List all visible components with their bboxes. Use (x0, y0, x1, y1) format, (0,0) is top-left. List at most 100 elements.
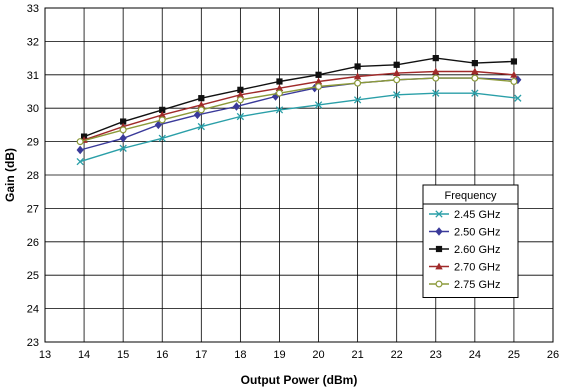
y-tick-label: 24 (27, 304, 39, 316)
data-point (314, 101, 323, 109)
data-point (393, 61, 400, 68)
y-tick-label: 27 (27, 203, 39, 215)
series-line (80, 77, 518, 151)
x-tick-label: 23 (430, 349, 442, 361)
data-point (315, 71, 322, 78)
data-point (354, 79, 362, 87)
legend-items: 2.45 GHz 2.50 GHz 2.60 GHz 2.70 GHz 2.75 GHz (429, 209, 500, 291)
y-tick-label: 29 (27, 137, 39, 149)
y-tick-label: 23 (27, 337, 39, 349)
data-point (119, 144, 127, 152)
legend-label: 2.50 GHz (454, 227, 500, 239)
data-point (514, 94, 522, 102)
x-tick-label: 24 (469, 349, 481, 361)
x-tick-label: 18 (234, 349, 246, 361)
series-5 (76, 74, 518, 146)
y-tick-label: 26 (27, 237, 39, 249)
data-point (193, 110, 201, 120)
tick-labels: 23 24 25 26 27 28 29 30 31 32 33 13 14 15 16 17 18 19 20 21… (27, 3, 559, 361)
data-point (432, 54, 439, 62)
data-point (471, 60, 478, 67)
series-line (83, 70, 514, 141)
data-point (275, 89, 283, 97)
data-point (354, 63, 361, 70)
data-point (119, 126, 127, 134)
data-point (471, 67, 479, 75)
x-tick-label: 15 (117, 349, 129, 361)
data-point (158, 134, 166, 142)
data-point (432, 67, 440, 75)
x-tick-label: 16 (156, 349, 168, 361)
data-point (432, 74, 440, 82)
x-tick-label: 14 (78, 349, 90, 361)
data-point (393, 91, 401, 99)
y-tick-label: 28 (27, 170, 39, 182)
y-tick-label: 33 (27, 3, 39, 15)
legend-item: 2.70 GHz (429, 262, 500, 274)
x-tick-label: 19 (273, 349, 285, 361)
x-tick-label: 20 (312, 349, 324, 361)
data-point (510, 58, 518, 65)
series-layer (76, 54, 522, 166)
data-point (276, 78, 283, 85)
plot-frame (44, 7, 554, 343)
series-line (79, 92, 518, 163)
series-1 (76, 89, 522, 166)
y-tick-label: 25 (27, 270, 39, 282)
x-tick-label: 21 (351, 349, 363, 361)
legend-label: 2.75 GHz (454, 279, 500, 291)
x-tick-label: 13 (39, 349, 51, 361)
legend-swatch-marker (435, 245, 443, 253)
y-tick-label: 31 (27, 70, 39, 82)
data-point (76, 138, 84, 146)
series-line (80, 77, 514, 143)
x-tick-label: 22 (391, 349, 403, 361)
x-axis-title: Output Power (dBm) (241, 373, 358, 387)
x-tick-label: 25 (508, 349, 520, 361)
data-point (197, 122, 205, 131)
data-point (510, 77, 518, 85)
legend-swatch-marker (435, 210, 443, 218)
data-point (471, 74, 479, 82)
data-point (471, 89, 479, 97)
legend-label: 2.60 GHz (454, 244, 500, 256)
legend-item: 2.50 GHz (429, 227, 500, 239)
series-4 (80, 67, 518, 143)
y-tick-label: 32 (27, 36, 39, 48)
data-point (232, 102, 241, 111)
legend: Frequency 2.45 GHz 2.50 GHz 2.60 GHz 2.70 G… (422, 184, 519, 298)
x-tick-label: 17 (195, 349, 207, 361)
data-point (353, 96, 362, 104)
series-line (83, 57, 514, 138)
x-tick-label: 26 (547, 349, 559, 361)
data-point (393, 76, 401, 84)
legend-label: 2.45 GHz (454, 209, 500, 221)
y-tick-label: 30 (27, 103, 39, 115)
data-point (432, 89, 440, 97)
data-point (275, 106, 284, 114)
series-3 (80, 54, 518, 140)
data-point (510, 70, 518, 78)
legend-swatch-marker (435, 280, 443, 288)
legend-label: 2.70 GHz (454, 262, 500, 274)
legend-item: 2.60 GHz (429, 244, 500, 256)
data-point (158, 116, 166, 124)
legend-title: Frequency (445, 190, 497, 202)
data-point (315, 82, 323, 90)
data-point (197, 106, 205, 114)
data-point (198, 95, 205, 102)
legend-swatch-marker (435, 262, 443, 270)
data-point (353, 72, 362, 80)
data-point (76, 145, 84, 155)
legend-swatch-marker (435, 227, 443, 236)
legend-item: 2.45 GHz (429, 209, 500, 221)
data-point (236, 112, 245, 121)
data-point (154, 120, 162, 130)
data-point (236, 96, 244, 104)
data-point (119, 133, 127, 143)
data-point (76, 157, 84, 166)
data-point (392, 69, 401, 77)
legend-item: 2.75 GHz (429, 279, 500, 291)
